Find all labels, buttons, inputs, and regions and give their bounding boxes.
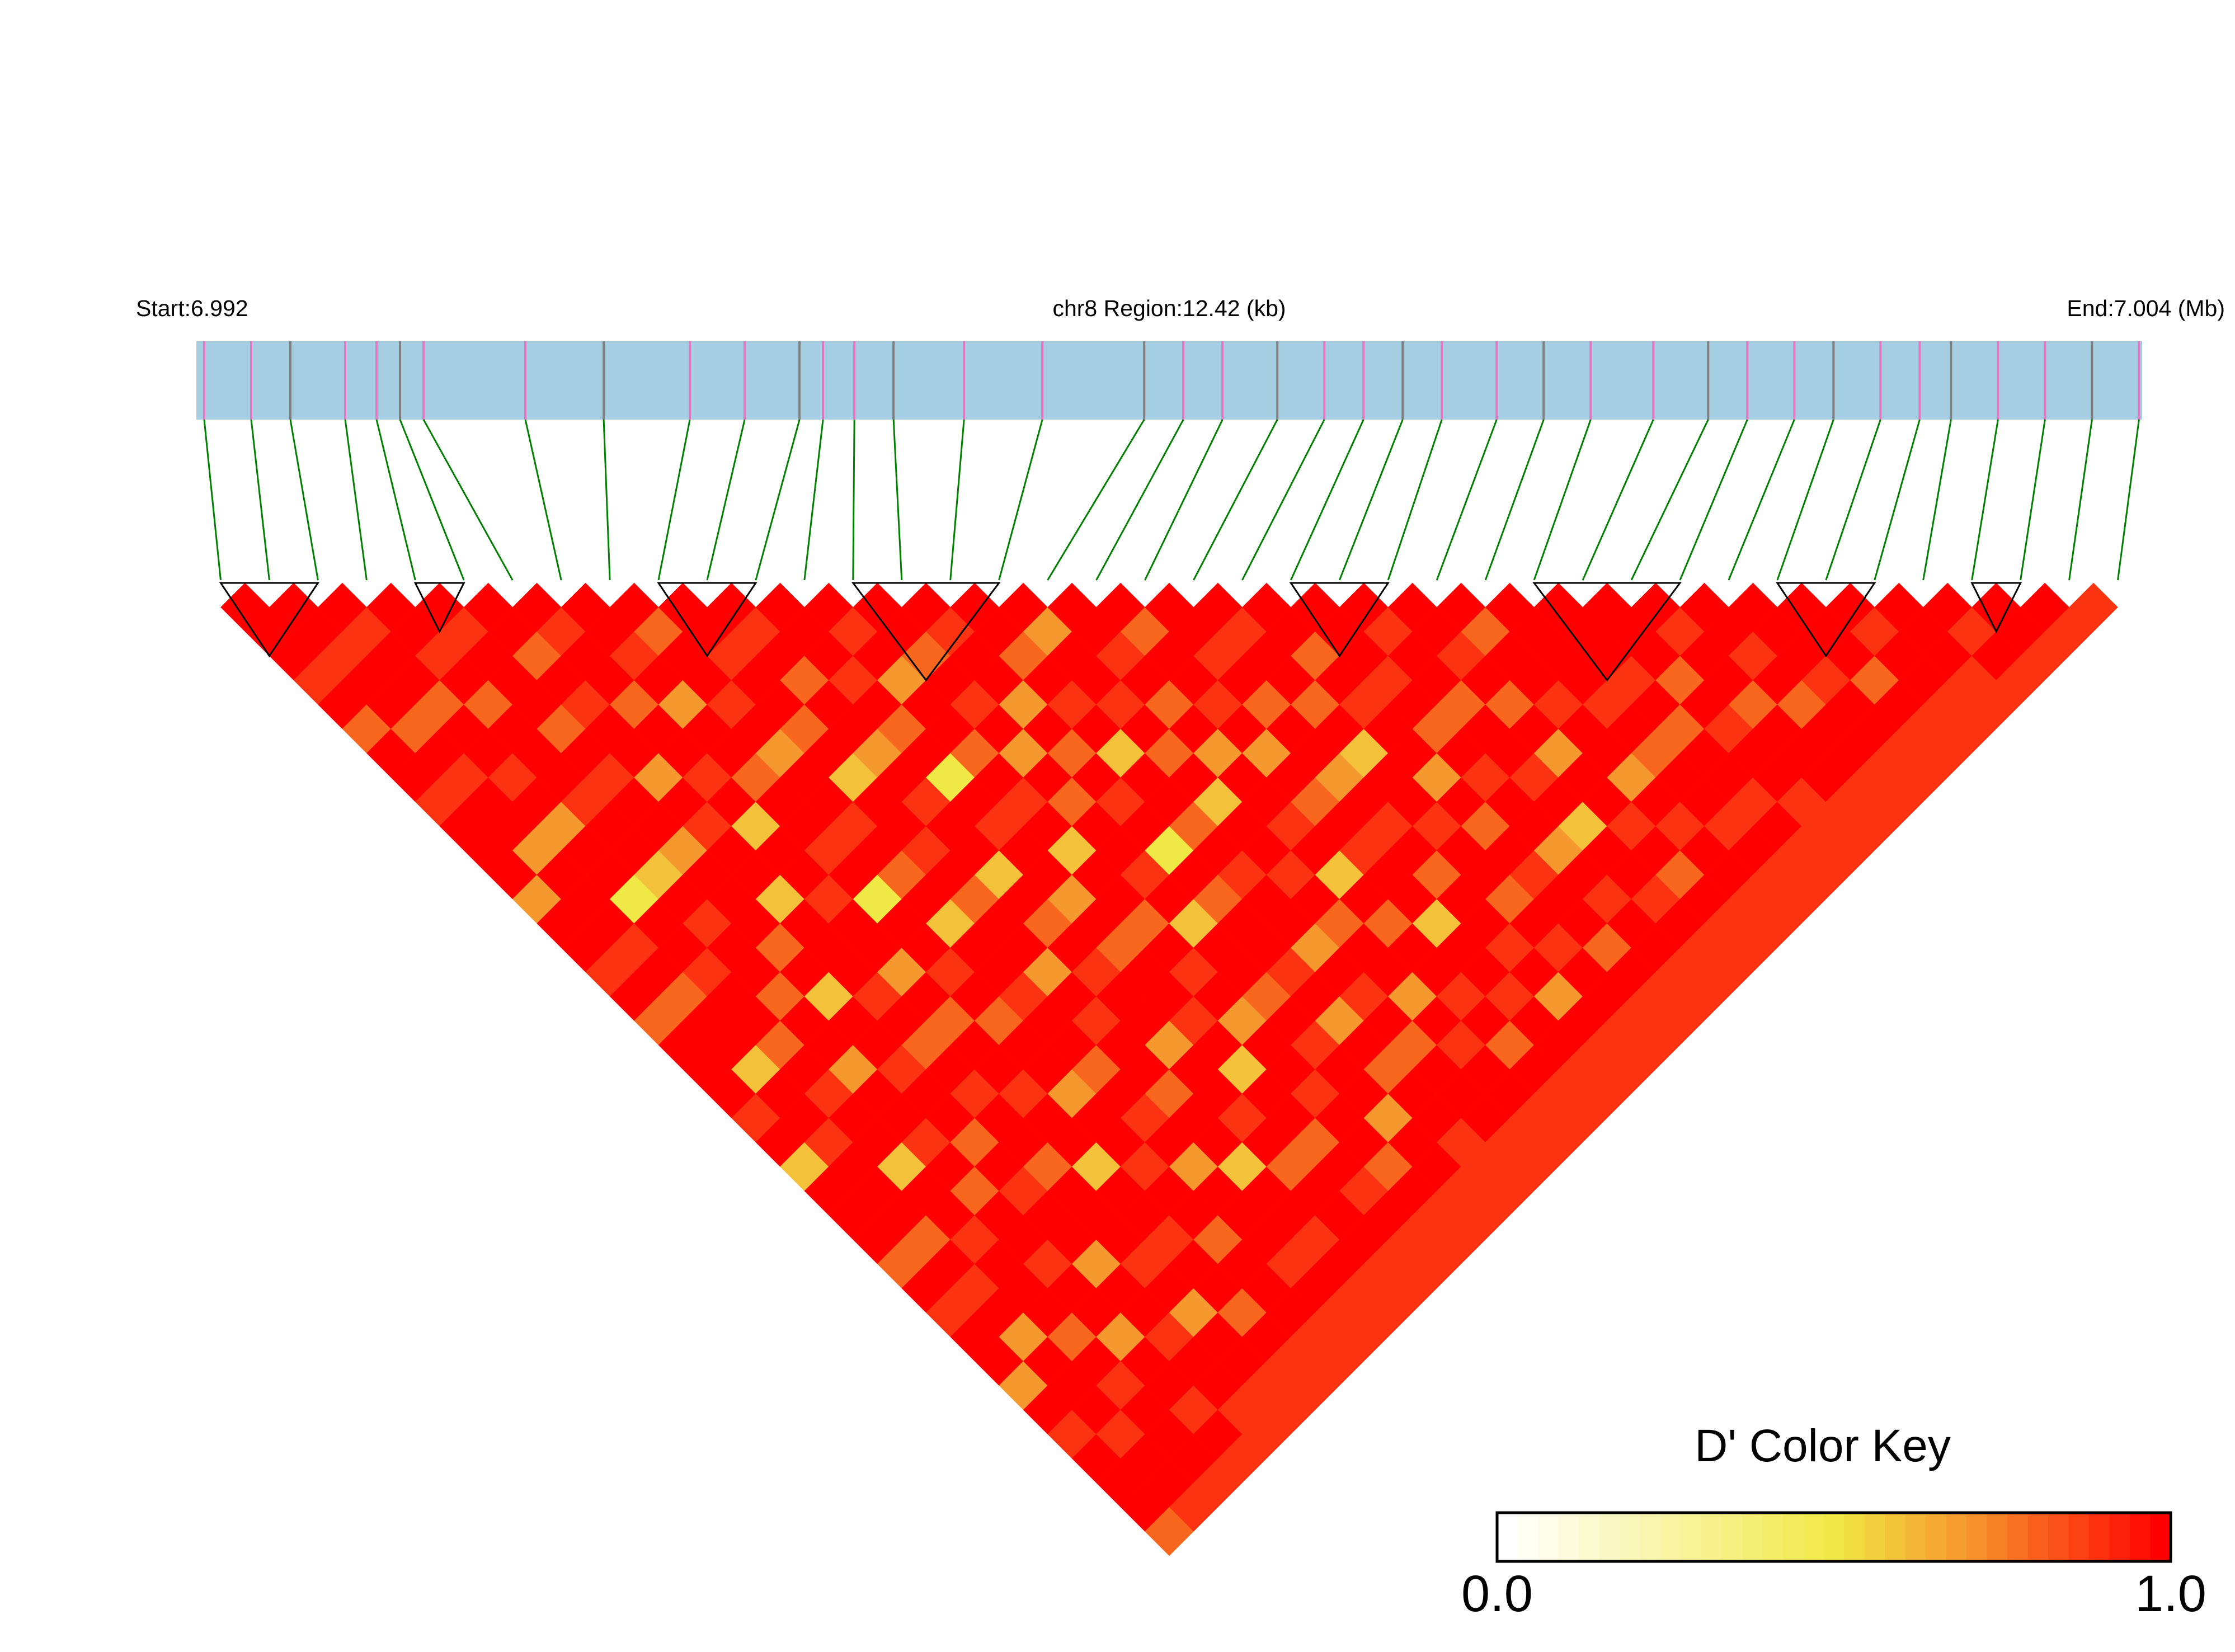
color-key-bar	[1497, 1513, 2171, 1561]
ld-block-outline	[413, 582, 465, 634]
color-key-segment	[1966, 1513, 1988, 1561]
color-key-segment	[1926, 1513, 1947, 1561]
ld-block-outline	[657, 582, 757, 658]
snp-connector-line	[1728, 419, 1795, 581]
color-key-segment	[1864, 1513, 1885, 1561]
snp-connector-line	[892, 419, 903, 581]
snp-connector-line	[755, 419, 801, 581]
ld-block-outlines	[219, 582, 2022, 682]
snp-connector-line	[1484, 419, 1545, 581]
snp-connector-line	[1825, 419, 1881, 581]
ld-block-outline	[1532, 582, 1682, 682]
snp-connector-line	[1971, 419, 1999, 581]
color-key-segment	[1660, 1513, 1681, 1561]
snp-connector-line	[1436, 419, 1498, 581]
color-key-segment	[1497, 1513, 1518, 1561]
snp-connector-line	[1338, 419, 1404, 581]
region-title-label: chr8 Region:12.42 (kb)	[1052, 295, 1286, 321]
snp-connector-line	[1290, 419, 1364, 581]
color-key-segment	[2150, 1513, 2171, 1561]
ld-block-outline	[1970, 582, 2022, 634]
color-key-segment	[1517, 1513, 1538, 1561]
snp-markers	[203, 341, 2140, 420]
color-key-segment	[1782, 1513, 1804, 1561]
snp-connector-line	[1193, 419, 1278, 581]
ld-block-outline	[219, 582, 320, 658]
color-key-segment	[1823, 1513, 1845, 1561]
snp-connector-line	[524, 419, 562, 581]
color-key-segment	[1640, 1513, 1661, 1561]
color-key-segment	[1762, 1513, 1784, 1561]
ld-cell	[2069, 582, 2118, 632]
snp-connector-line	[1630, 419, 1709, 581]
snp-connector-line	[852, 419, 855, 581]
color-key-segment	[2007, 1513, 2029, 1561]
color-key-segment	[1742, 1513, 1763, 1561]
color-key-segment	[1599, 1513, 1620, 1561]
color-key-segment	[1905, 1513, 1926, 1561]
snp-connector-line	[998, 419, 1043, 581]
region-end-label: End:7.004 (Mb)	[2067, 295, 2225, 321]
snp-connector-line	[1533, 419, 1592, 581]
color-key-segment	[1844, 1513, 1865, 1561]
color-key-segment	[1681, 1513, 1702, 1561]
color-key-segment	[2068, 1513, 2090, 1561]
color-key-max-label: 1.0	[2135, 1565, 2206, 1622]
color-key-segment	[2048, 1513, 2069, 1561]
color-key-segment	[1537, 1513, 1559, 1561]
region-start-label: Start:6.992	[136, 295, 248, 321]
color-key-segment	[1803, 1513, 1824, 1561]
snp-position-track	[196, 341, 2142, 420]
color-key-segment	[2089, 1513, 2110, 1561]
ld-block-outline	[1776, 582, 1876, 658]
snp-connector-line	[1582, 419, 1654, 581]
color-key-segment	[1619, 1513, 1640, 1561]
snp-connector-line	[344, 419, 368, 581]
color-key-segment	[1987, 1513, 2008, 1561]
snp-connector-line	[1922, 419, 1952, 581]
ld-cells	[220, 582, 2118, 1556]
snp-connector-line	[603, 419, 611, 581]
color-key-title: D' Color Key	[1695, 1420, 1951, 1471]
snp-connector-line	[1874, 419, 1921, 581]
snp-connector-line	[1387, 419, 1443, 581]
snp-connector-line	[803, 419, 824, 581]
color-key-segment	[1885, 1513, 1906, 1561]
color-key-min-label: 0.0	[1461, 1565, 1533, 1622]
color-key-segment	[1946, 1513, 1967, 1561]
snp-connector-line	[706, 419, 746, 581]
snp-connector-line	[949, 419, 965, 581]
snp-connector-line	[289, 419, 319, 581]
snp-connector-line	[2068, 419, 2093, 581]
color-key-border	[1495, 1511, 2172, 1563]
snp-connector-line	[1095, 419, 1184, 581]
snp-connector-line	[1047, 419, 1145, 581]
color-key-segment	[2109, 1513, 2130, 1561]
snp-connector-line	[250, 419, 270, 581]
snp-connector-line	[657, 419, 691, 581]
color-key-segment	[1701, 1513, 1722, 1561]
color-key-segment	[2027, 1513, 2049, 1561]
snp-connector-line	[2117, 419, 2140, 581]
color-key-segment	[1578, 1513, 1599, 1561]
snp-connector-lines	[203, 419, 2140, 581]
snp-connector-line	[1679, 419, 1748, 581]
snp-connector-line	[422, 419, 514, 581]
snp-connector-line	[203, 419, 222, 581]
snp-connector-line	[2020, 419, 2046, 581]
snp-connector-line	[1144, 419, 1224, 581]
snp-connector-line	[1776, 419, 1834, 581]
color-key-segment	[1721, 1513, 1743, 1561]
color-key-segment	[2130, 1513, 2151, 1561]
snp-connector-line	[399, 419, 465, 581]
snp-connector-line	[1241, 419, 1325, 581]
ld-block-outline	[1289, 582, 1390, 658]
ld-block-outline	[851, 582, 1001, 682]
color-key-segment	[1558, 1513, 1579, 1561]
snp-connector-line	[375, 419, 416, 581]
